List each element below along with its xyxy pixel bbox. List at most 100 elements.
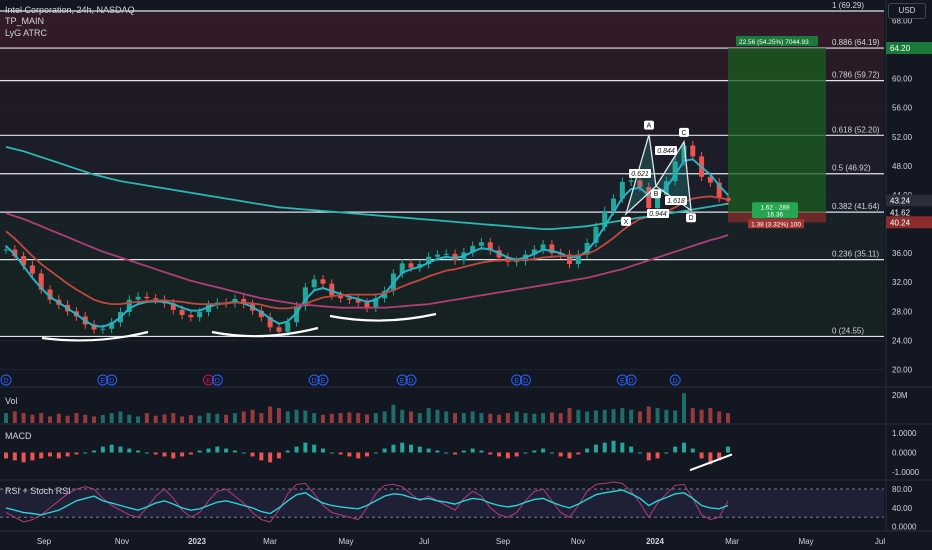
macd-trendline xyxy=(689,453,733,472)
candle xyxy=(302,287,308,307)
volume-bar xyxy=(92,416,97,423)
candle xyxy=(373,298,379,308)
volume-bar xyxy=(593,410,598,423)
volume-bar xyxy=(488,413,493,423)
indicator-tp-main[interactable]: TP_MAIN xyxy=(5,16,45,26)
event-marker-label: D xyxy=(215,378,220,385)
macd-histogram-bar xyxy=(4,452,8,459)
candle xyxy=(188,314,194,318)
macd-histogram-bar xyxy=(655,452,660,459)
macd-histogram-bar xyxy=(171,452,176,459)
profit-box-sub: 16.36 xyxy=(767,211,784,218)
event-marker-label: D xyxy=(629,378,634,385)
time-tick-label: Sep xyxy=(37,537,52,546)
volume-bar xyxy=(391,404,396,423)
macd-histogram-bar xyxy=(215,446,220,453)
volume-bar xyxy=(276,408,281,423)
candle xyxy=(637,180,643,187)
candle xyxy=(681,145,687,162)
candle xyxy=(575,254,581,265)
volume-bar xyxy=(681,393,686,423)
ma-cyan-line xyxy=(5,158,729,328)
volume-bar xyxy=(224,414,229,423)
volume-bar xyxy=(312,413,317,423)
macd-histogram-bar xyxy=(276,452,281,459)
price-tick-label: 28.00 xyxy=(892,307,913,316)
event-marker-label: D xyxy=(673,378,678,385)
harmonic-point-box xyxy=(679,127,689,137)
macd-histogram-bar xyxy=(39,452,44,459)
price-tick-label: 32.00 xyxy=(892,278,913,287)
time-tick-label: Jul xyxy=(419,537,429,546)
volume-bar xyxy=(48,416,53,423)
volume-bar xyxy=(250,409,255,423)
volume-bar xyxy=(567,408,572,423)
candle xyxy=(100,328,106,330)
target-label-box xyxy=(736,36,818,47)
volume-bar xyxy=(365,414,369,423)
rsi-tick-label: 0.0000 xyxy=(892,523,917,532)
macd-histogram-bar xyxy=(153,452,158,455)
macd-histogram-bar xyxy=(646,452,651,461)
candle xyxy=(346,298,352,300)
time-tick-label: 2024 xyxy=(646,537,664,546)
volume-bar xyxy=(180,416,185,423)
price-tick-label: 36.00 xyxy=(892,249,913,258)
price-tick-label: 56.00 xyxy=(892,104,913,113)
volume-bar xyxy=(206,413,211,423)
candle xyxy=(567,254,573,265)
candle xyxy=(514,261,520,263)
macd-histogram-bar xyxy=(188,452,193,455)
volume-bar xyxy=(602,409,607,423)
macd-histogram-bar xyxy=(259,452,264,461)
fib-level-label: 0.382 (41.64) xyxy=(832,202,880,211)
macd-histogram-bar xyxy=(602,442,607,453)
candle xyxy=(109,322,115,329)
volume-bar xyxy=(497,414,502,423)
currency-button[interactable]: USD xyxy=(888,3,926,19)
harmonic-ratio-label: 0.621 xyxy=(631,171,649,178)
macd-tick-label: 0.0000 xyxy=(892,449,917,458)
candle xyxy=(276,327,282,332)
ma-red-line xyxy=(5,195,729,310)
volume-bar xyxy=(100,415,105,423)
macd-histogram-bar xyxy=(303,442,308,453)
macd-histogram-bar xyxy=(629,446,634,453)
event-marker xyxy=(396,374,408,386)
volume-bar xyxy=(444,411,449,423)
macd-histogram-bar xyxy=(127,448,132,453)
candle xyxy=(144,296,150,299)
macd-histogram-bar xyxy=(488,452,493,455)
volume-bar xyxy=(690,408,695,423)
event-marker-label: D xyxy=(312,378,317,385)
candle xyxy=(38,273,44,290)
price-tag xyxy=(886,216,932,229)
price-tick-label: 20.00 xyxy=(892,366,913,375)
macd-histogram-bar xyxy=(532,450,537,453)
price-tick-label: 52.00 xyxy=(892,133,913,142)
macd-histogram-bar xyxy=(232,450,237,453)
macd-histogram-bar xyxy=(541,448,546,453)
macd-histogram-bar xyxy=(567,452,572,459)
volume-bar xyxy=(259,413,264,423)
macd-histogram-bar xyxy=(48,452,53,457)
macd-histogram-bar xyxy=(391,444,396,453)
volume-bar xyxy=(12,411,17,423)
harmonic-ratio-box xyxy=(665,196,687,205)
volume-bar xyxy=(461,413,466,423)
volume-bar xyxy=(118,411,123,423)
event-marker xyxy=(317,374,329,386)
candle xyxy=(258,310,264,318)
macd-histogram-bar xyxy=(347,452,352,457)
event-marker xyxy=(308,374,320,386)
candle xyxy=(716,182,722,198)
indicator-lyg-atrc[interactable]: LyG ATRC xyxy=(5,28,48,38)
volume-bar xyxy=(162,414,167,423)
macd-histogram-bar xyxy=(681,442,686,453)
event-marker-label: E xyxy=(400,378,405,385)
volume-bar xyxy=(699,409,704,423)
rsi-pane-label: RSI + Stoch RSI xyxy=(5,486,71,496)
volume-bar xyxy=(646,406,651,423)
macd-histogram-bar xyxy=(109,444,114,453)
